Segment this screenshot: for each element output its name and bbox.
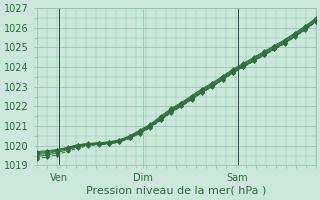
X-axis label: Pression niveau de la mer( hPa ): Pression niveau de la mer( hPa )	[86, 186, 266, 196]
